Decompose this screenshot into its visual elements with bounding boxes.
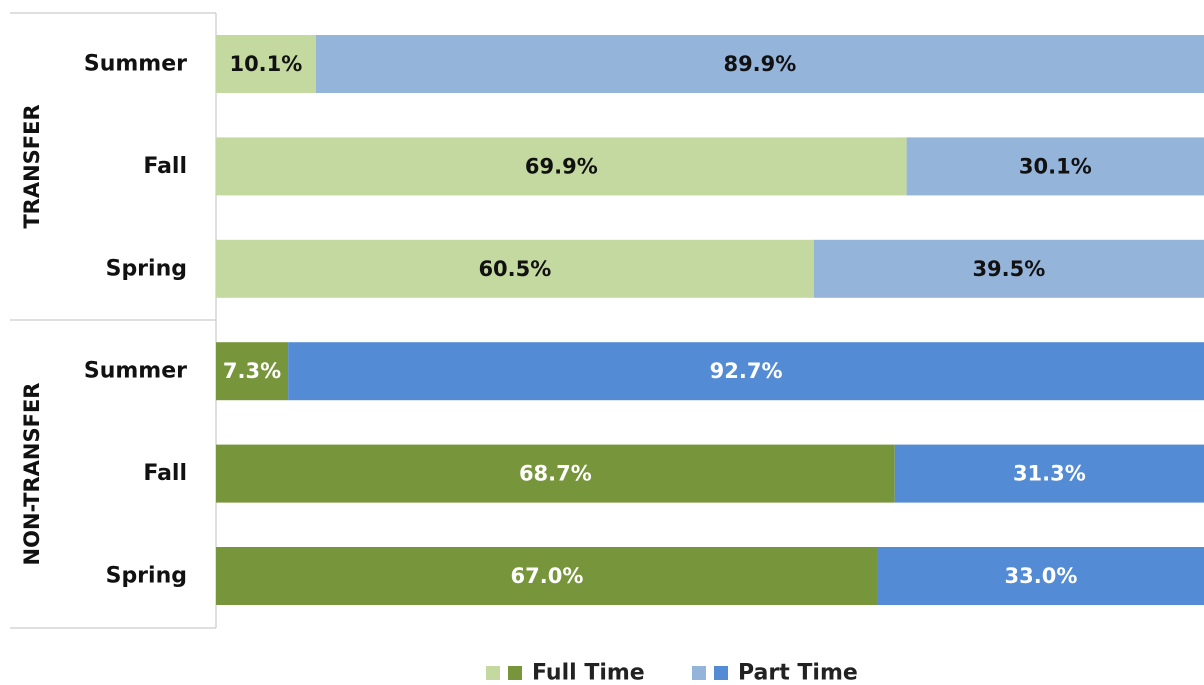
bar-non-transfer-spring-full-time <box>216 547 878 605</box>
bar-non-transfer-fall-part-time <box>894 444 1204 503</box>
data-label-non-transfer-spring-full-time: 67.0% <box>511 564 584 588</box>
data-label-non-transfer-summer-full-time: 7.3% <box>223 359 281 383</box>
legend-swatch-part-time-2 <box>714 666 728 680</box>
category-label-non-transfer-spring: Spring <box>106 564 187 589</box>
bar-non-transfer-fall-full-time <box>216 444 895 503</box>
data-label-transfer-fall-full-time: 69.9% <box>525 154 598 178</box>
legend-label-part-time: Part Time <box>738 661 858 685</box>
bar-non-transfer-spring-part-time <box>877 547 1204 605</box>
group-label-non-transfer: NON-TRANSFER <box>20 383 44 566</box>
labels: TRANSFER Summer 10.1% 89.9% Fall 69.9% 30.1% Sp… <box>20 52 1092 589</box>
data-label-transfer-summer-full-time: 10.1% <box>229 52 302 76</box>
category-label-transfer-summer: Summer <box>84 52 187 77</box>
bar-transfer-fall-full-time <box>216 137 907 196</box>
chart-frame <box>10 12 217 629</box>
bar-transfer-spring-part-time <box>813 239 1204 298</box>
bar-non-transfer-summer-full-time <box>216 342 289 401</box>
legend-swatch-full-time-2 <box>508 666 522 680</box>
data-label-non-transfer-summer-part-time: 92.7% <box>710 359 783 383</box>
legend-swatch-full-time-1 <box>486 666 500 680</box>
category-label-non-transfer-summer: Summer <box>84 359 187 384</box>
category-label-transfer-spring: Spring <box>106 256 187 281</box>
bar-transfer-summer-full-time <box>216 35 316 93</box>
legend-swatch-part-time-1 <box>692 666 706 680</box>
bar-transfer-summer-part-time <box>315 35 1204 93</box>
bar-transfer-spring-full-time <box>216 239 814 298</box>
legend-label-full-time: Full Time <box>532 661 645 685</box>
data-label-non-transfer-spring-part-time: 33.0% <box>1005 564 1078 588</box>
category-label-non-transfer-fall: Fall <box>143 461 187 486</box>
data-label-transfer-spring-part-time: 39.5% <box>972 257 1045 281</box>
category-label-transfer-fall: Fall <box>143 154 187 179</box>
bars <box>216 35 1204 605</box>
data-label-non-transfer-fall-part-time: 31.3% <box>1013 462 1086 486</box>
data-label-non-transfer-fall-full-time: 68.7% <box>519 462 592 486</box>
data-label-transfer-spring-full-time: 60.5% <box>478 257 551 281</box>
legend: Full Time Part Time <box>486 661 858 685</box>
data-label-transfer-fall-part-time: 30.1% <box>1019 154 1092 178</box>
data-label-transfer-summer-part-time: 89.9% <box>723 52 796 76</box>
bar-transfer-fall-part-time <box>906 137 1204 196</box>
bar-non-transfer-summer-part-time <box>288 342 1204 401</box>
group-label-transfer: TRANSFER <box>20 104 44 228</box>
